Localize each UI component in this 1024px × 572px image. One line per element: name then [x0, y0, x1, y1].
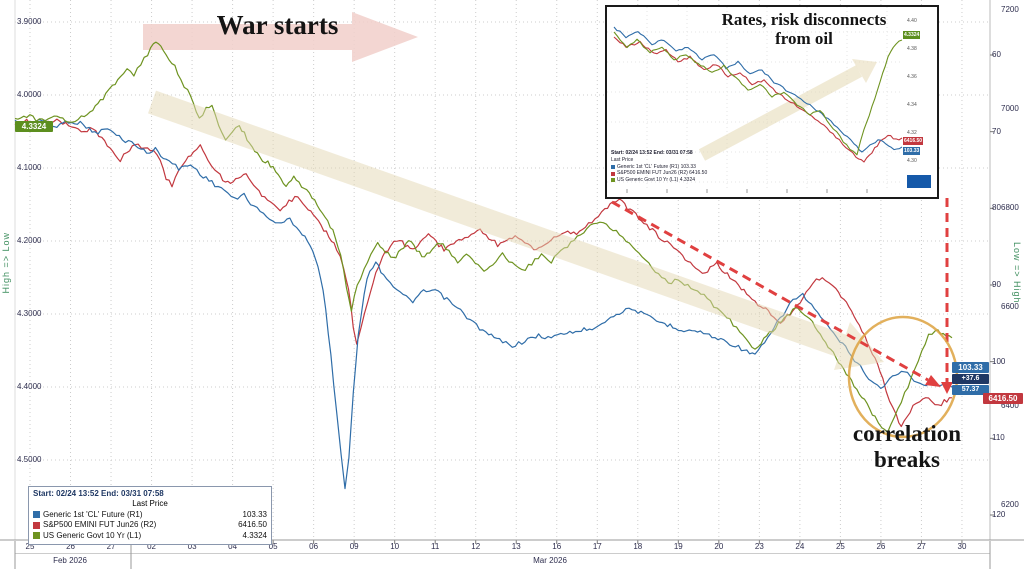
series-oil [14, 118, 953, 490]
legend-series-name: US Generic Govt 10 Yr (L1) [43, 530, 142, 540]
month-label-feb: Feb 2026 [53, 556, 87, 565]
oil-last-badge: 103.33 [952, 362, 989, 373]
inset-axis-label: 4.38 [907, 46, 917, 52]
inset-axis-label: 4.30 [907, 158, 917, 164]
inset-series [613, 36, 903, 163]
inset-annotation-line-1: Rates, risk disconnects [721, 10, 887, 29]
inset-axis-label: 4.40 [907, 18, 917, 24]
inset-legend-title: Last Price [611, 156, 634, 163]
legend-swatch [33, 532, 40, 540]
inset-arrow-body [698, 65, 863, 161]
inset-oil-badge: 103.33 [903, 147, 921, 155]
inset-legend-swatch [611, 171, 615, 176]
war-arrow [143, 12, 418, 62]
inset-chart: Rates, risk disconnects from oil 4.40 4.3… [605, 5, 939, 199]
downtrend-arrow-head [834, 322, 884, 370]
inset-annotation: Rates, risk disconnects from oil [675, 10, 933, 48]
correlation-line-1: correlation [852, 421, 962, 446]
dashed-diagonal-arrowhead [925, 375, 941, 387]
series-yield [14, 41, 953, 433]
inset-legend-item: S&P500 EMINI FUT Jun26 (R2) 6416.50 [611, 170, 707, 177]
inset-axis-label: 4.32 [907, 130, 917, 136]
dashed-vertical-arrowhead [941, 382, 953, 394]
legend-title: Last Price [132, 499, 168, 509]
inset-axis-label: 4.36 [907, 74, 917, 80]
yield-last-badge: 4.3324 [15, 121, 53, 132]
legend-series-name: S&P500 EMINI FUT Jun26 (R2) [43, 520, 157, 530]
dashed-line-diagonal [611, 200, 929, 382]
inset-spx-badge: 6416.50 [903, 137, 924, 145]
legend-item: Generic 1st 'CL' Future (R1) 103.33 [33, 510, 267, 520]
legend-swatch [33, 511, 40, 519]
inset-arrow-head [852, 59, 877, 83]
change-badge: +37.6 [952, 374, 989, 384]
legend-item: US Generic Govt 10 Yr (L1) 4.3324 [33, 531, 267, 541]
inset-axis-label: 4.34 [907, 102, 917, 108]
inset-series [613, 31, 903, 156]
inset-legend-item: Generic 1st 'CL' Future (R1) 103.33 [611, 164, 707, 171]
inset-yield-badge: 4.3324 [903, 31, 921, 39]
spx-last-badge: 6416.50 [983, 393, 1023, 404]
correlation-breaks-annotation: correlation breaks [828, 421, 986, 473]
legend-item: S&P500 EMINI FUT Jun26 (R2) 6416.50 [33, 520, 267, 530]
war-starts-annotation: War starts [216, 10, 339, 40]
legend-swatch [33, 521, 40, 529]
inset-legend-item: US Generic Govt 10 Yr (L1) 4.3324 [611, 177, 707, 184]
inset-legend-text: US Generic Govt 10 Yr (L1) 4.3324 [617, 177, 696, 183]
inset-legend-range: Start: 02/24 13:52 End: 03/31 07:58 [611, 150, 693, 156]
month-label-mar: Mar 2026 [533, 556, 567, 565]
inset-annotation-line-2: from oil [775, 29, 833, 49]
bloomberg-logo [907, 175, 931, 188]
legend-series-value: 4.3324 [242, 530, 267, 540]
legend-series-name: Generic 1st 'CL' Future (R1) [43, 509, 143, 519]
inset-legend: Start: 02/24 13:52 End: 03/31 07:58 Last … [611, 150, 707, 184]
legend-series-value: 6416.50 [238, 520, 267, 530]
correlation-line-2: breaks [873, 446, 941, 472]
left-axis-title: High => Low [1, 232, 11, 294]
legend-series-value: 103.33 [242, 509, 267, 519]
inset-legend-text: S&P500 EMINI FUT Jun26 (R2) 6416.50 [617, 170, 708, 177]
right-axis-title: Low => High [1012, 242, 1022, 304]
legend-items: Generic 1st 'CL' Future (R1) 103.33 S&P500… [33, 510, 267, 541]
downtrend-arrow-body [147, 90, 847, 358]
inset-legend-swatch [611, 178, 615, 183]
correlation-circle [847, 315, 959, 439]
inset-legend-text: Generic 1st 'CL' Future (R1) 103.33 [617, 163, 696, 170]
inset-chart-canvas [607, 7, 903, 193]
legend-date-range: Start: 02/24 13:52 End: 03/31 07:58 [33, 489, 164, 498]
low-badge: 57.37 [952, 385, 989, 395]
inset-legend-swatch [611, 164, 615, 169]
chart-legend: Start: 02/24 13:52 End: 03/31 07:58 Last… [28, 486, 272, 545]
